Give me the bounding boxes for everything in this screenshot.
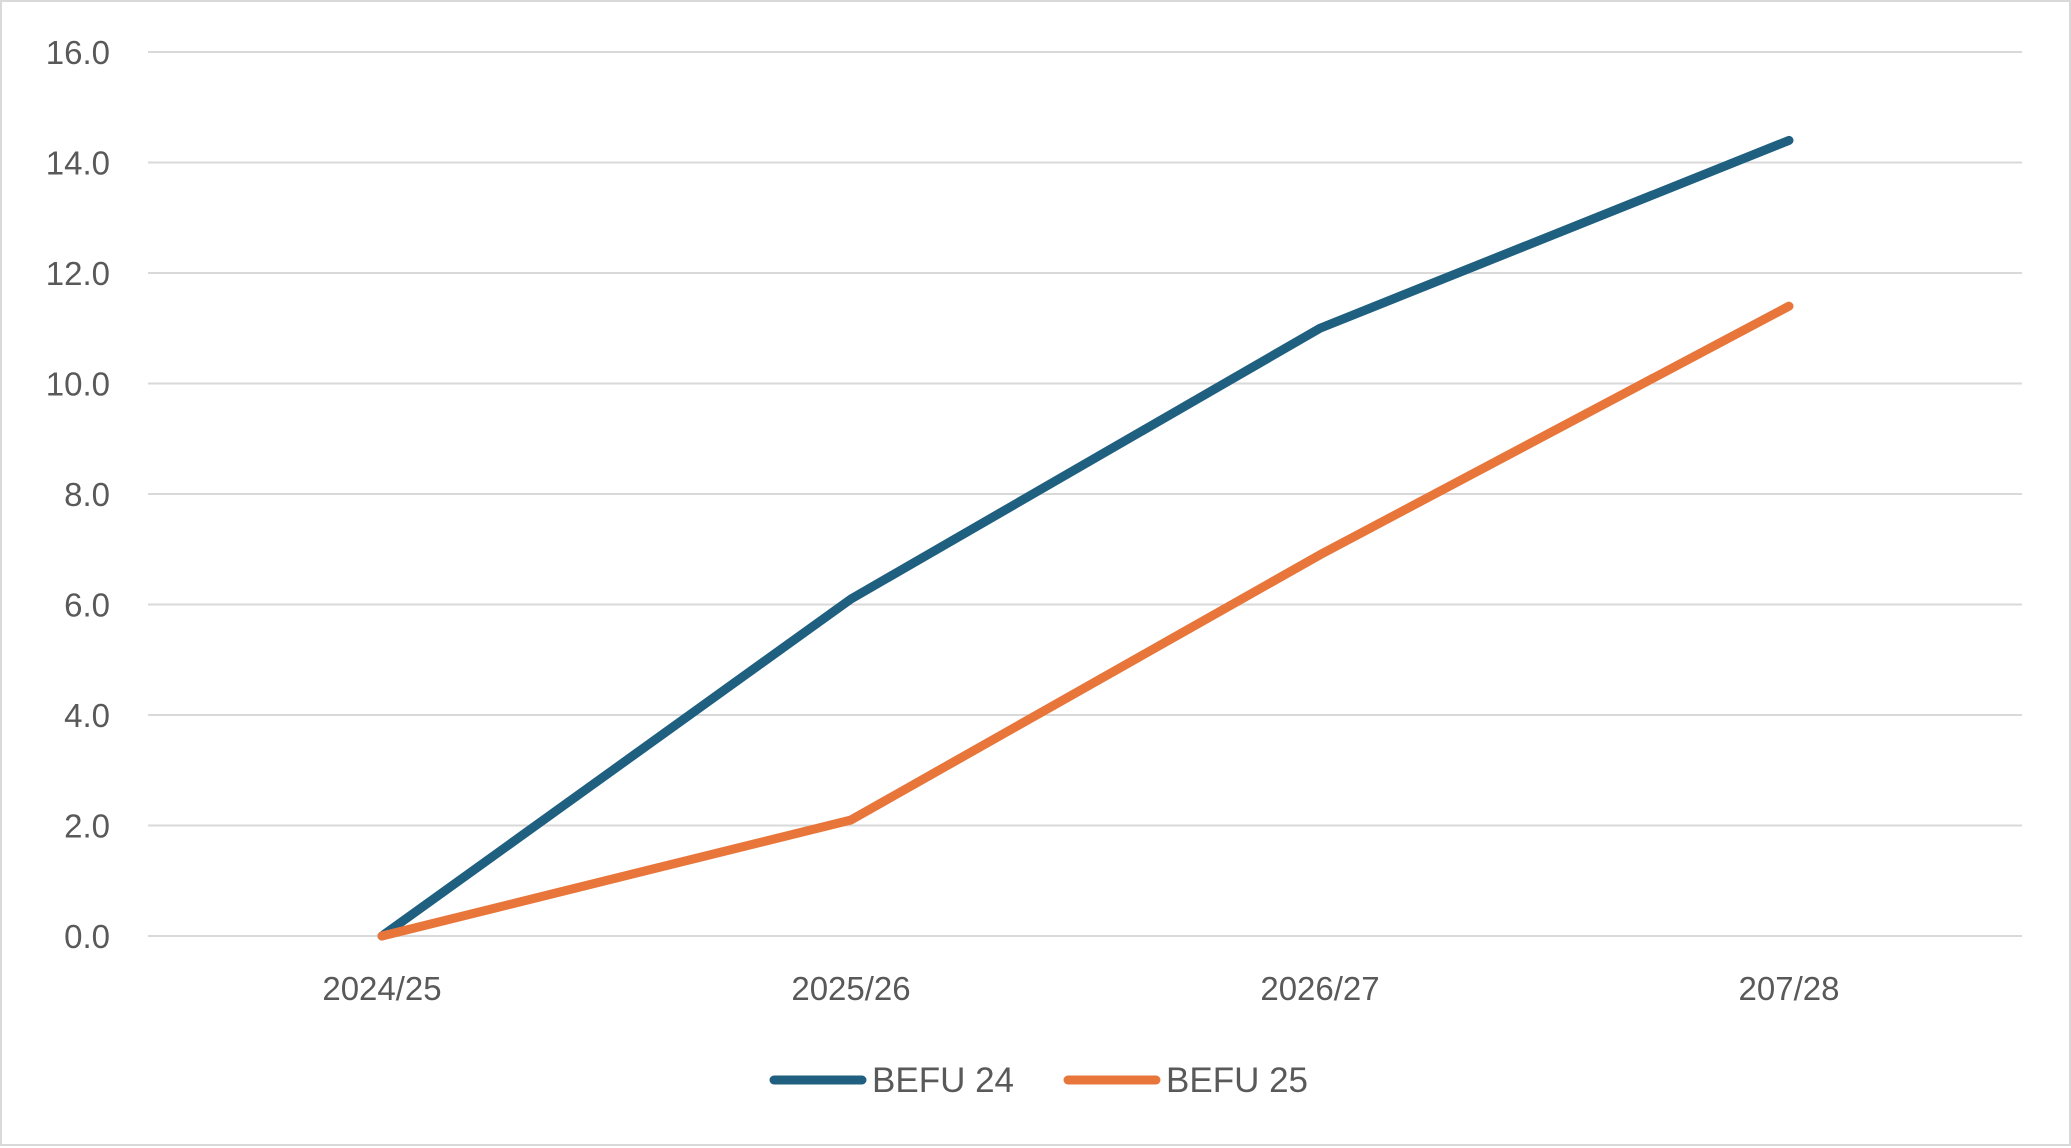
y-tick-label: 4.0 xyxy=(64,697,110,734)
y-tick-label: 2.0 xyxy=(64,808,110,845)
data-point xyxy=(1788,139,1790,141)
y-tick-label: 10.0 xyxy=(46,366,110,403)
data-point xyxy=(850,819,852,821)
data-point xyxy=(1788,305,1790,307)
legend: BEFU 24 BEFU 25 xyxy=(769,1061,1308,1100)
data-point xyxy=(1319,554,1321,556)
gridlines xyxy=(148,51,2022,937)
data-point xyxy=(1319,327,1321,329)
y-tick-label: 14.0 xyxy=(46,145,110,182)
y-tick-label: 8.0 xyxy=(64,476,110,513)
x-tick-label: 207/28 xyxy=(1739,970,1840,1007)
x-axis-tick-labels: 2024/25 2025/26 2026/27 207/28 xyxy=(322,970,1839,1007)
y-axis-tick-labels: 0.0 2.0 4.0 6.0 8.0 10.0 12.0 14.0 16.0 xyxy=(46,34,110,955)
y-tick-label: 6.0 xyxy=(64,587,110,624)
y-tick-label: 12.0 xyxy=(46,255,110,292)
series-line-befu-25 xyxy=(377,301,1794,941)
x-tick-label: 2026/27 xyxy=(1260,970,1379,1007)
y-tick-label: 16.0 xyxy=(46,34,110,71)
data-point xyxy=(381,935,383,937)
series-lines xyxy=(377,135,1794,941)
legend-label: BEFU 25 xyxy=(1166,1061,1308,1100)
x-tick-label: 2025/26 xyxy=(791,970,910,1007)
data-point xyxy=(850,598,852,600)
y-tick-label: 0.0 xyxy=(64,918,110,955)
series-line-befu-24 xyxy=(377,135,1794,941)
legend-label: BEFU 24 xyxy=(872,1061,1014,1100)
x-tick-label: 2024/25 xyxy=(322,970,441,1007)
